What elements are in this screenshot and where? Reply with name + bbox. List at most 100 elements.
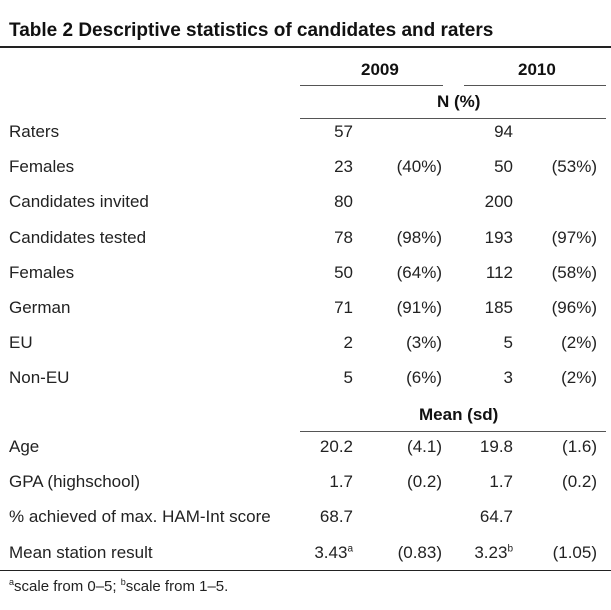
table-row: GPA (highschool) 1.7 (0.2) 1.7 (0.2) bbox=[0, 472, 611, 507]
table-row: % achieved of max. HAM-Int score 68.7 64.7 bbox=[0, 507, 611, 542]
paren-2010-text: (97%) bbox=[551, 227, 597, 247]
paren-2010: (96%) bbox=[552, 298, 597, 318]
value-2010: 3 bbox=[504, 368, 513, 388]
table-row: German 71 (91%) 185 (96%) bbox=[0, 298, 611, 333]
row-label-text: Females bbox=[9, 262, 75, 282]
row-label: Females bbox=[9, 263, 74, 283]
paren-2009-text: (40%) bbox=[396, 157, 442, 177]
paren-2010-text: (0.2) bbox=[562, 472, 597, 492]
paren-2010-text: (1.6) bbox=[562, 437, 597, 456]
table-row: Raters 57 94 bbox=[0, 122, 611, 157]
row-label: Mean station result bbox=[9, 543, 153, 563]
footnote-mark-a: a bbox=[9, 577, 15, 587]
value-2010: 50 bbox=[494, 157, 513, 177]
value-2010: 5 bbox=[504, 333, 513, 353]
top-rule bbox=[0, 46, 611, 48]
value-2010-text: 3 bbox=[503, 368, 513, 388]
paren-2010: (1.6) bbox=[562, 437, 597, 457]
value-2010-text: 1.7 bbox=[489, 472, 513, 492]
paren-2009-text: (0.83) bbox=[397, 542, 442, 562]
value-2010-text: 50 bbox=[494, 157, 513, 177]
value-2009: 3.43a bbox=[314, 543, 353, 563]
value-2010-text: 94 bbox=[494, 122, 513, 141]
value-2010: 3.23b bbox=[474, 543, 513, 563]
paren-2009-text: (6%) bbox=[406, 368, 442, 388]
value-2010: 200 bbox=[485, 192, 513, 212]
paren-2010: (58%) bbox=[552, 263, 597, 283]
footnote-mark-b: b bbox=[120, 577, 126, 587]
value-2010-text: 200 bbox=[484, 192, 513, 212]
row-label-text: GPA (highschool) bbox=[9, 472, 141, 492]
value-2009: 71 bbox=[334, 298, 353, 318]
row-label-text: % achieved of max. HAM-Int score bbox=[9, 507, 271, 527]
value-2010-text: 19.8 bbox=[479, 437, 513, 456]
value-2009-text: 68.7 bbox=[319, 507, 353, 527]
row-label-text: Non-EU bbox=[9, 368, 70, 388]
paren-2010: (0.2) bbox=[562, 472, 597, 492]
footnote-marker: b bbox=[507, 542, 513, 554]
row-label: Candidates tested bbox=[9, 228, 146, 248]
paren-2010-text: (53%) bbox=[551, 157, 597, 177]
paren-2009-text: (64%) bbox=[396, 262, 442, 282]
value-2010-text: 64.7 bbox=[479, 507, 513, 527]
table-row: Candidates tested 78 (98%) 193 (97%) bbox=[0, 228, 611, 263]
row-label-text: Females bbox=[9, 157, 75, 177]
row-label-text: Candidates invited bbox=[9, 192, 149, 212]
row-label: % achieved of max. HAM-Int score bbox=[9, 507, 271, 527]
row-label: Age bbox=[9, 437, 39, 457]
value-2009-text: 23 bbox=[334, 157, 353, 177]
value-2009-text: 71 bbox=[334, 298, 353, 317]
paren-2009: (6%) bbox=[406, 368, 442, 388]
value-2009-text: 57 bbox=[334, 122, 353, 141]
row-label-text: German bbox=[9, 298, 71, 317]
row-label-text: Age bbox=[9, 437, 40, 456]
value-2009: 20.2 bbox=[320, 437, 353, 457]
value-2009: 80 bbox=[334, 192, 353, 212]
value-2009-text: 3.43 bbox=[314, 542, 348, 562]
section-header-mean-sd: Mean (sd) bbox=[419, 405, 499, 424]
value-2009: 23 bbox=[334, 157, 353, 177]
table-row: Age 20.2 (4.1) 19.8 (1.6) bbox=[0, 437, 611, 472]
row-label: EU bbox=[9, 333, 33, 353]
value-2009: 68.7 bbox=[320, 507, 353, 527]
row-label: German bbox=[9, 298, 70, 318]
paren-2010: (2%) bbox=[561, 333, 597, 353]
paren-2010: (97%) bbox=[552, 228, 597, 248]
value-2009-text: 1.7 bbox=[329, 472, 353, 492]
table-row: Females 23 (40%) 50 (53%) bbox=[0, 157, 611, 192]
row-label: GPA (highschool) bbox=[9, 472, 140, 492]
row-label-text: EU bbox=[9, 333, 33, 353]
value-2010: 94 bbox=[494, 122, 513, 142]
paren-2010-text: (58%) bbox=[551, 262, 597, 282]
value-2009: 78 bbox=[334, 228, 353, 248]
value-2010-text: 112 bbox=[485, 262, 513, 282]
paren-2009: (0.2) bbox=[407, 472, 442, 492]
paren-2010: (53%) bbox=[552, 157, 597, 177]
footnote-marker: a bbox=[347, 542, 353, 554]
paren-2009: (64%) bbox=[397, 263, 442, 283]
table-row: EU 2 (3%) 5 (2%) bbox=[0, 333, 611, 368]
paren-2010-text: (96%) bbox=[551, 298, 597, 317]
table-row: Females 50 (64%) 112 (58%) bbox=[0, 263, 611, 298]
section-header-n-percent: N (%) bbox=[437, 92, 481, 111]
value-2009-text: 50 bbox=[334, 262, 353, 282]
value-2009: 2 bbox=[344, 333, 353, 353]
row-label: Non-EU bbox=[9, 368, 69, 388]
paren-2009: (98%) bbox=[397, 228, 442, 248]
column-rule-2009 bbox=[300, 85, 443, 86]
value-2009-text: 78 bbox=[334, 227, 353, 247]
paren-2010-text: (2%) bbox=[561, 368, 597, 388]
value-2009: 50 bbox=[334, 263, 353, 283]
footnote-text-a: scale from 0–5; bbox=[14, 578, 121, 595]
value-2010: 185 bbox=[485, 298, 513, 318]
footnote-text-b: scale from 1–5. bbox=[125, 578, 229, 595]
paren-2009: (0.83) bbox=[398, 543, 442, 563]
column-header-2010: 2010 bbox=[518, 60, 556, 79]
table-title: Table 2 Descriptive statistics of candid… bbox=[9, 20, 494, 41]
value-2010-text: 193 bbox=[484, 227, 513, 247]
section-rule-mean bbox=[300, 431, 606, 432]
paren-2009: (4.1) bbox=[407, 437, 442, 457]
row-label-text: Raters bbox=[9, 122, 60, 141]
paren-2009-text: (4.1) bbox=[407, 437, 442, 456]
paren-2009-text: (98%) bbox=[396, 227, 442, 247]
